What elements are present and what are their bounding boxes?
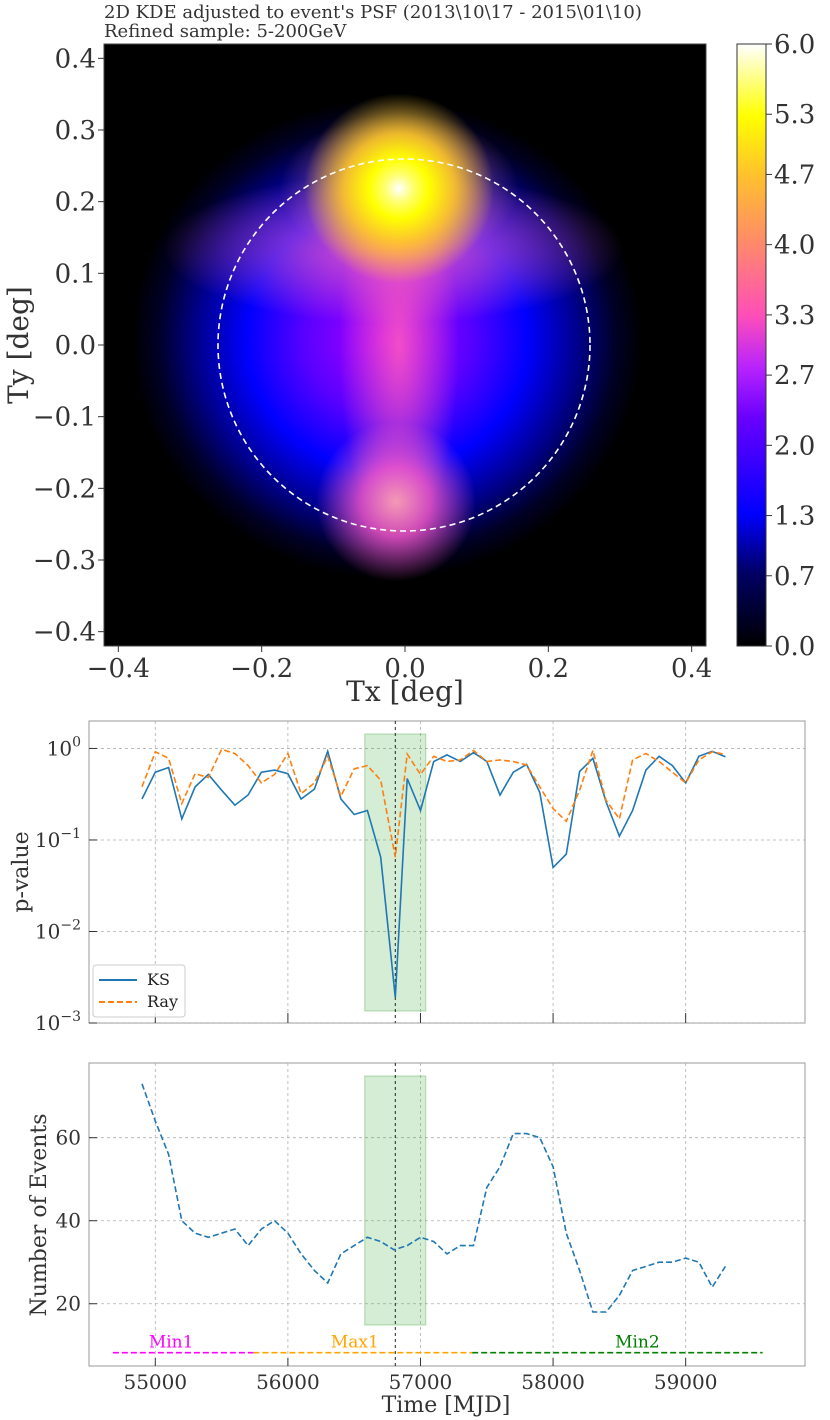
- psf-circle: [217, 158, 591, 532]
- events-y-tick-label: 60: [56, 1126, 81, 1150]
- pvalue-plot-area: [88, 720, 806, 1024]
- pvalue-plot: 100 10−1 10−2 10−3: [35, 721, 805, 1035]
- heatmap-y-tick-label: 0.4: [55, 44, 96, 74]
- events-x-tick-label: 55000: [123, 1370, 187, 1394]
- pvalue-y-tick-label: 10−1: [35, 826, 81, 852]
- heatmap-x-tick-label: 0.4: [671, 654, 712, 684]
- kde-density-image: [104, 44, 706, 646]
- events-x-tick-label: 57000: [389, 1370, 453, 1394]
- pvalue-legend: KS Ray: [92, 964, 186, 1018]
- heatmap-y-label: Ty [deg]: [2, 286, 35, 404]
- events-x-tick-label: 59000: [654, 1370, 718, 1394]
- heatmap-y-tick-label: −0.4: [33, 618, 96, 648]
- colorbar-tick-label: 0.7: [774, 562, 815, 592]
- legend-box: [92, 964, 186, 1018]
- heatmap-y-tick-label: 0.3: [55, 116, 96, 146]
- heatmap-title-line-1: 2D KDE adjusted to event's PSF (2013\10\…: [104, 2, 642, 23]
- pvalue-y-tick-label: 10−2: [35, 917, 81, 943]
- heatmap-area: [104, 44, 706, 646]
- colorbar-tick-label: 5.3: [774, 100, 815, 130]
- pvalue-clip-group: [89, 721, 805, 1023]
- period-label-max1: Max1: [331, 1333, 379, 1353]
- events-plot-area: [88, 1062, 806, 1367]
- events-clip-group: [89, 1063, 805, 1366]
- colorbar: [736, 43, 767, 647]
- legend-ray-label: Ray: [147, 992, 178, 1011]
- colorbar-tick-label: 1.3: [774, 502, 815, 532]
- events-x-tick-label: 56000: [256, 1370, 320, 1394]
- events-y-label: Number of Events: [27, 1113, 52, 1316]
- colorbar-tick-label: 4.0: [774, 231, 815, 261]
- colorbar-tick-label: 2.0: [774, 431, 815, 461]
- colorbar-ticks: 6.0 5.3 4.7 4.0 3.3 2.7 2.0 1.3 0.7 0.0: [766, 30, 815, 662]
- heatmap-x-tick-label: 0.0: [384, 654, 425, 684]
- pvalue-y-label: p-value: [9, 831, 34, 912]
- heatmap-x-tick-label: −0.4: [87, 654, 150, 684]
- events-plot: 55000 56000 57000 58000 59000 20 40 60 Min1 Max1 M…: [56, 1063, 805, 1394]
- heatmap-title-line-2: Refined sample: 5-200GeV: [104, 21, 347, 42]
- heatmap-y-tick-label: −0.2: [33, 474, 96, 504]
- period-label-min2: Min2: [615, 1333, 660, 1353]
- heatmap-y-tick-label: 0.0: [55, 331, 96, 361]
- colorbar-tick-label: 0.0: [774, 632, 815, 662]
- period-label-min1: Min1: [149, 1333, 194, 1353]
- heatmap-x-label: Tx [deg]: [346, 675, 464, 708]
- heatmap-y-tick-label: −0.1: [33, 403, 96, 433]
- pvalue-y-tick-label: 10−3: [35, 1009, 81, 1035]
- heatmap-y-tick-label: 0.1: [55, 259, 96, 289]
- pvalue-series-ks: [141, 748, 726, 998]
- events-y-tick-label: 20: [56, 1292, 81, 1316]
- colorbar-tick-label: 6.0: [774, 30, 815, 60]
- colorbar-tick-label: 3.3: [774, 301, 815, 331]
- events-series-line: [141, 1083, 727, 1313]
- events-y-tick-label: 40: [56, 1209, 81, 1233]
- events-x-label: Time [MJD]: [382, 1393, 511, 1418]
- pvalue-y-tick-label: 100: [47, 734, 81, 760]
- colorbar-tick-label: 4.7: [774, 160, 815, 190]
- colorbar-tick-label: 2.7: [774, 361, 815, 391]
- heatmap-x-tick-label: 0.2: [528, 654, 569, 684]
- heatmap-x-tick-label: −0.2: [230, 654, 293, 684]
- events-x-tick-label: 58000: [521, 1370, 585, 1394]
- pvalue-series-ray: [141, 747, 726, 858]
- heatmap-y-tick-label: 0.2: [55, 188, 96, 218]
- legend-ks-label: KS: [147, 970, 170, 989]
- heatmap-axes: −0.4 −0.2 0.0 0.2 0.4 0.4 0.3 0.2 0.1 0.0 −0.1 −0.2…: [33, 44, 712, 684]
- heatmap-y-tick-label: −0.3: [33, 546, 96, 576]
